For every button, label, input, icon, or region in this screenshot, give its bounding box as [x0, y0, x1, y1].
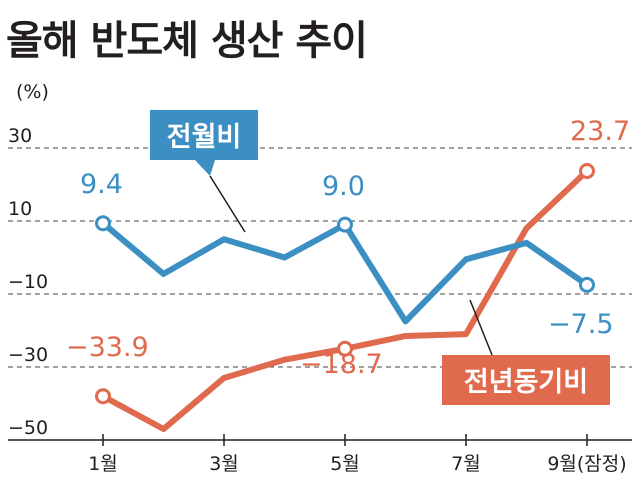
x-tick-label: 5월 — [330, 453, 360, 475]
data-label: 23.7 — [570, 116, 630, 147]
data-label: −7.5 — [548, 309, 614, 340]
data-label: −33.9 — [66, 332, 149, 363]
x-tick-label: 1월 — [88, 453, 118, 475]
data-point-marker — [337, 216, 353, 233]
x-tick-label: 9월(잠정) — [547, 453, 626, 475]
data-point-marker — [95, 388, 111, 405]
x-tick-label: 3월 — [209, 453, 239, 475]
data-label: 9.0 — [322, 171, 365, 202]
legend-box-mom — [150, 110, 258, 160]
data-point-marker — [579, 162, 595, 179]
y-tick-label: −50 — [8, 417, 48, 439]
data-label: −18.7 — [300, 349, 383, 380]
legend-pointer — [195, 160, 215, 176]
data-point-marker — [579, 276, 595, 293]
y-tick-label: −30 — [8, 344, 48, 366]
data-point-marker — [95, 215, 111, 232]
y-tick-label: 30 — [8, 125, 32, 147]
legend-leader-line — [469, 299, 493, 356]
series-line-0 — [100, 220, 590, 325]
y-unit-label: (%) — [16, 81, 49, 103]
x-tick-label: 7월 — [451, 453, 481, 475]
legend-leader-line — [209, 175, 246, 233]
y-tick-label: −10 — [8, 271, 48, 293]
data-point-marker — [337, 340, 353, 357]
legend-label-mom: 전월비 — [167, 122, 242, 153]
legend-box-yoy — [442, 355, 610, 405]
chart-title: 올해 반도체 생산 추이 — [6, 18, 368, 64]
y-tick-label: 10 — [8, 198, 32, 220]
data-label: 9.4 — [80, 169, 123, 200]
legend-label-yoy: 전년동기비 — [464, 367, 588, 398]
